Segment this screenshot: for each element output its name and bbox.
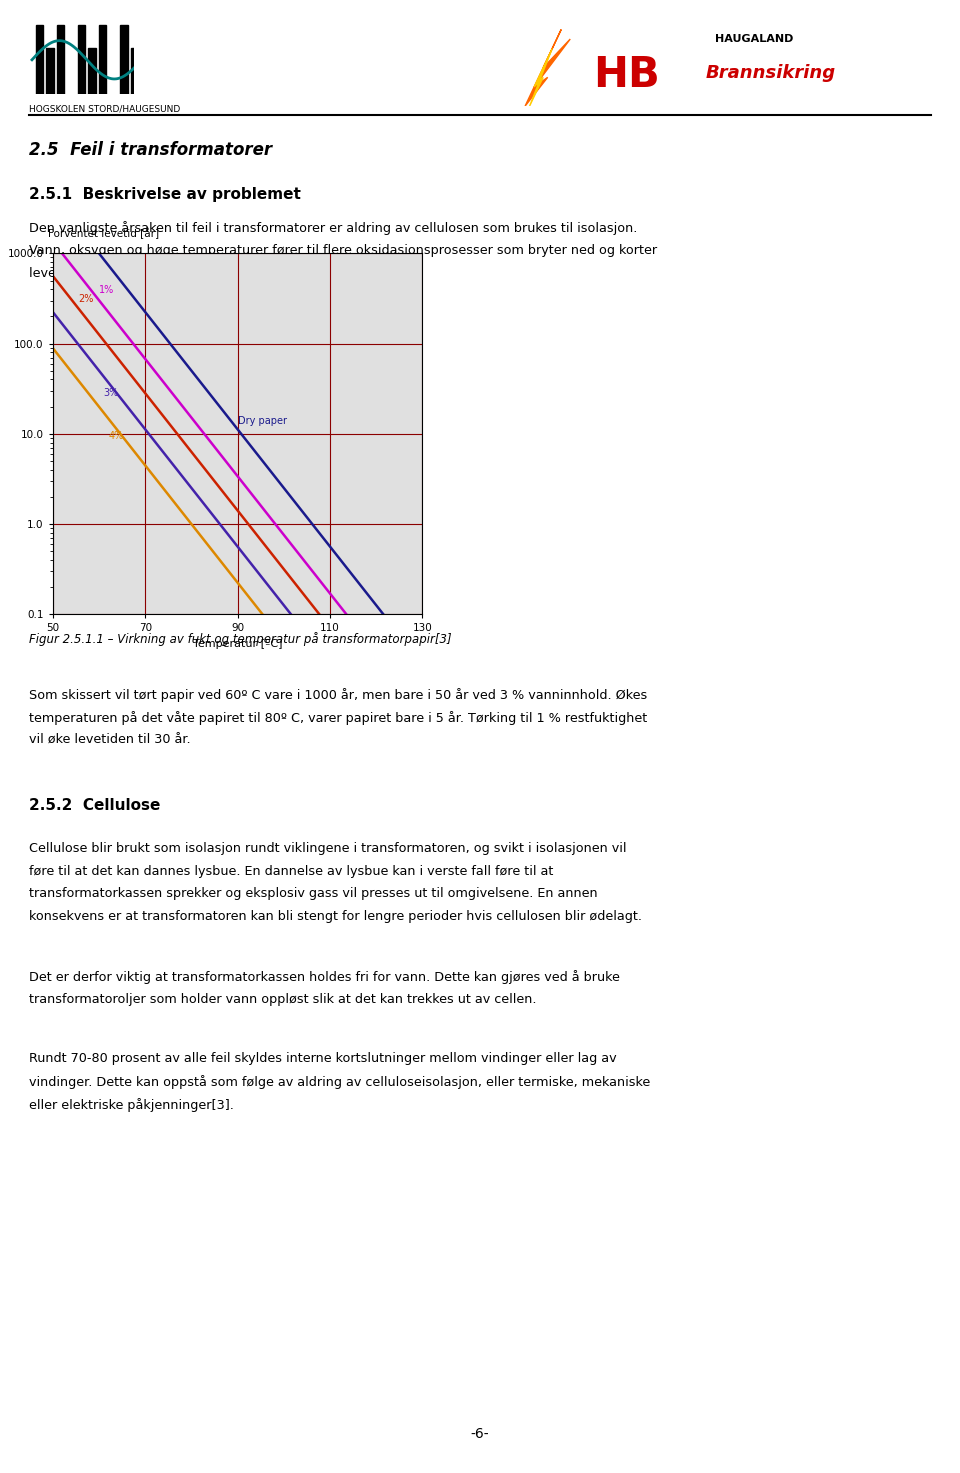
- Text: transformatoroljer som holder vann oppløst slik at det kan trekkes ut av cellen.: transformatoroljer som holder vann opplø…: [29, 993, 537, 1006]
- Text: vil øke levetiden til 30 år.: vil øke levetiden til 30 år.: [29, 734, 190, 747]
- Text: Den vanligste årsaken til feil i transformatorer er aldring av cellulosen som br: Den vanligste årsaken til feil i transfo…: [29, 221, 637, 234]
- Text: eller elektriske påkjenninger[3].: eller elektriske påkjenninger[3].: [29, 1099, 233, 1112]
- Bar: [131, 49, 138, 94]
- Text: Cellulose blir brukt som isolasjon rundt viklingene i transformatoren, og svikt : Cellulose blir brukt som isolasjon rundt…: [29, 843, 626, 854]
- Bar: [36, 25, 43, 94]
- Text: HAUGALAND: HAUGALAND: [714, 34, 793, 44]
- Text: Som skissert vil tørt papir ved 60º C vare i 1000 år, men bare i 50 år ved 3 % v: Som skissert vil tørt papir ved 60º C va…: [29, 688, 647, 701]
- Text: føre til at det kan dannes lysbue. En dannelse av lysbue kan i verste fall føre : føre til at det kan dannes lysbue. En da…: [29, 865, 553, 878]
- Text: Dry paper: Dry paper: [238, 415, 287, 426]
- Text: Figur 2.5.1.1 – Virkning av fukt og temperatur på transformatorpapir[3]: Figur 2.5.1.1 – Virkning av fukt og temp…: [29, 632, 451, 645]
- Bar: [78, 25, 85, 94]
- Text: -6-: -6-: [470, 1426, 490, 1441]
- Text: 1%: 1%: [99, 284, 114, 295]
- Text: 2%: 2%: [78, 295, 93, 305]
- Text: Vann, oksygen og høge temperaturer fører til flere oksidasjonsprosesser som bryt: Vann, oksygen og høge temperaturer fører…: [29, 245, 657, 256]
- Text: Forventet levetid [år]: Forventet levetid [år]: [48, 227, 159, 239]
- Text: temperaturen på det våte papiret til 80º C, varer papiret bare i 5 år. Tørking t: temperaturen på det våte papiret til 80º…: [29, 711, 647, 725]
- Bar: [120, 25, 128, 94]
- Bar: [57, 25, 64, 94]
- Text: Brannsikring: Brannsikring: [706, 65, 836, 82]
- Text: HB: HB: [592, 55, 660, 97]
- Polygon shape: [530, 49, 552, 106]
- Bar: [46, 49, 54, 94]
- Text: 2.5.2  Cellulose: 2.5.2 Cellulose: [29, 798, 160, 813]
- Polygon shape: [525, 29, 570, 106]
- X-axis label: Temperatur [ºC]: Temperatur [ºC]: [193, 639, 282, 648]
- Bar: [88, 49, 96, 94]
- Text: Rundt 70-80 prosent av alle feil skyldes interne kortslutninger mellom vindinger: Rundt 70-80 prosent av alle feil skyldes…: [29, 1053, 616, 1065]
- Text: 2.5  Feil i transformatorer: 2.5 Feil i transformatorer: [29, 141, 272, 159]
- Text: vindinger. Dette kan oppstå som følge av aldring av celluloseisolasjon, eller te: vindinger. Dette kan oppstå som følge av…: [29, 1075, 650, 1089]
- Text: 2.5.1  Beskrivelse av problemet: 2.5.1 Beskrivelse av problemet: [29, 187, 300, 202]
- Text: 4%: 4%: [108, 432, 124, 442]
- Text: HOGSKOLEN STORD/HAUGESUND: HOGSKOLEN STORD/HAUGESUND: [29, 105, 180, 113]
- Text: transformatorkassen sprekker og eksplosiv gass vil presses ut til omgivelsene. E: transformatorkassen sprekker og eksplosi…: [29, 888, 597, 900]
- Text: Det er derfor viktig at transformatorkassen holdes fri for vann. Dette kan gjøre: Det er derfor viktig at transformatorkas…: [29, 971, 619, 984]
- Text: 3%: 3%: [104, 387, 119, 398]
- Text: konsekvens er at transformatoren kan bli stengt for lengre perioder hvis cellulo: konsekvens er at transformatoren kan bli…: [29, 910, 642, 924]
- Text: levetiden til cellulosen.: levetiden til cellulosen.: [29, 267, 178, 280]
- Bar: [99, 25, 107, 94]
